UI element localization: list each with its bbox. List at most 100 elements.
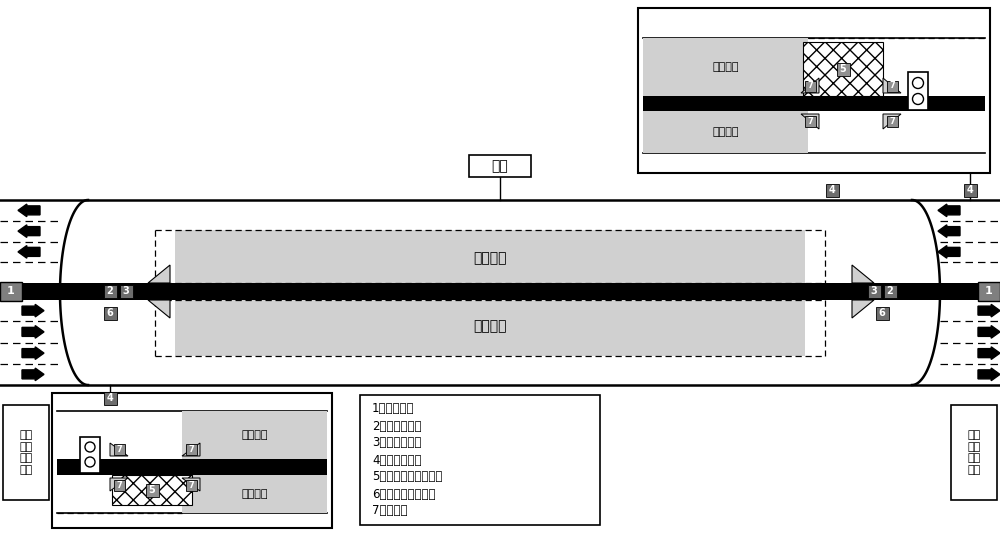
Bar <box>0 282 22 301</box>
Text: 7: 7 <box>807 117 813 126</box>
Bar <box>803 42 883 96</box>
Bar <box>182 411 327 459</box>
Text: 6: 6 <box>107 308 113 318</box>
Text: 1、提示标志: 1、提示标志 <box>372 403 415 416</box>
Text: 3: 3 <box>123 287 129 296</box>
FancyArrow shape <box>400 237 430 253</box>
FancyArrow shape <box>22 304 44 317</box>
Text: 7: 7 <box>188 445 194 454</box>
FancyArrow shape <box>22 325 44 338</box>
Text: 4: 4 <box>107 393 113 403</box>
Text: 7: 7 <box>188 481 194 490</box>
Polygon shape <box>883 114 901 129</box>
Text: 潮汐车道: 潮汐车道 <box>712 62 739 72</box>
Bar <box>804 115 816 127</box>
Bar <box>146 483 158 497</box>
Bar <box>360 395 600 525</box>
Bar <box>638 8 990 173</box>
Bar <box>186 444 196 454</box>
Bar <box>643 38 808 96</box>
Bar <box>469 155 531 177</box>
Polygon shape <box>148 265 170 283</box>
Text: 4、视频监视器: 4、视频监视器 <box>372 454 422 467</box>
Circle shape <box>912 93 924 105</box>
Bar <box>182 475 327 513</box>
Text: 前方
隧道
潮汐
车道: 前方 隧道 潮汐 车道 <box>19 430 33 475</box>
Text: 3、自动栏杆机: 3、自动栏杆机 <box>372 437 421 449</box>
Bar <box>887 115 898 127</box>
Text: 潮汐车道: 潮汐车道 <box>241 430 268 440</box>
Bar <box>643 111 808 153</box>
Polygon shape <box>801 114 819 129</box>
FancyArrow shape <box>978 304 1000 317</box>
Text: 6: 6 <box>879 308 885 318</box>
Text: 1: 1 <box>985 287 993 296</box>
Polygon shape <box>801 78 819 93</box>
Text: 前方
隧道
潮汐
车道: 前方 隧道 潮汐 车道 <box>967 430 981 475</box>
Text: 2、控制信号灯: 2、控制信号灯 <box>372 419 422 432</box>
FancyArrow shape <box>978 325 1000 338</box>
Polygon shape <box>148 300 170 318</box>
Bar <box>884 285 896 298</box>
Text: 潮汐车道: 潮汐车道 <box>712 127 739 137</box>
Circle shape <box>85 457 95 467</box>
Bar <box>175 300 805 356</box>
Bar <box>908 72 928 110</box>
Bar <box>186 480 196 490</box>
Bar <box>643 96 985 111</box>
Bar <box>112 475 192 505</box>
Bar <box>104 285 116 298</box>
Text: 5: 5 <box>840 64 846 74</box>
Text: 7: 7 <box>889 82 895 91</box>
Bar <box>964 184 976 197</box>
Text: 7: 7 <box>116 445 122 454</box>
Text: 4: 4 <box>967 185 973 195</box>
Text: 6、交通事件检测器: 6、交通事件检测器 <box>372 488 436 500</box>
FancyArrow shape <box>560 327 590 343</box>
Bar <box>836 62 850 76</box>
Text: 7、防火门: 7、防火门 <box>372 504 408 518</box>
Polygon shape <box>182 443 200 456</box>
Bar <box>80 437 100 473</box>
Bar <box>52 393 332 528</box>
Bar <box>3 405 49 500</box>
Bar <box>0 283 1000 300</box>
Text: 7: 7 <box>807 82 813 91</box>
Bar <box>114 480 124 490</box>
FancyArrow shape <box>978 368 1000 381</box>
FancyArrow shape <box>938 204 960 216</box>
Bar <box>826 184 838 197</box>
Text: 潮汐车道: 潮汐车道 <box>241 489 268 499</box>
FancyArrow shape <box>938 225 960 237</box>
Polygon shape <box>110 478 128 491</box>
Bar <box>114 444 124 454</box>
Polygon shape <box>852 265 874 283</box>
Text: 隧道: 隧道 <box>492 159 508 173</box>
FancyArrow shape <box>938 245 960 258</box>
Text: 7: 7 <box>889 117 895 126</box>
Polygon shape <box>182 478 200 491</box>
Bar <box>57 459 327 475</box>
Text: 潮汐车道: 潮汐车道 <box>473 251 507 265</box>
Bar <box>868 285 881 298</box>
Text: 潮汐车道: 潮汐车道 <box>473 319 507 333</box>
Bar <box>887 81 898 91</box>
FancyArrow shape <box>978 347 1000 359</box>
Polygon shape <box>110 443 128 456</box>
Bar <box>804 81 816 91</box>
Text: 2: 2 <box>107 287 113 296</box>
Bar <box>876 307 889 320</box>
Text: 7: 7 <box>116 481 122 490</box>
Circle shape <box>85 442 95 452</box>
Text: 4: 4 <box>829 185 835 195</box>
Polygon shape <box>883 78 901 93</box>
FancyArrow shape <box>22 368 44 381</box>
FancyArrow shape <box>18 225 40 237</box>
Text: 3: 3 <box>871 287 877 296</box>
Text: 5: 5 <box>149 485 155 495</box>
Polygon shape <box>852 300 874 318</box>
Text: 1: 1 <box>7 287 15 296</box>
Bar <box>104 391 116 404</box>
Text: 5、禁停区及诱导标线: 5、禁停区及诱导标线 <box>372 470 442 483</box>
Bar <box>951 405 997 500</box>
